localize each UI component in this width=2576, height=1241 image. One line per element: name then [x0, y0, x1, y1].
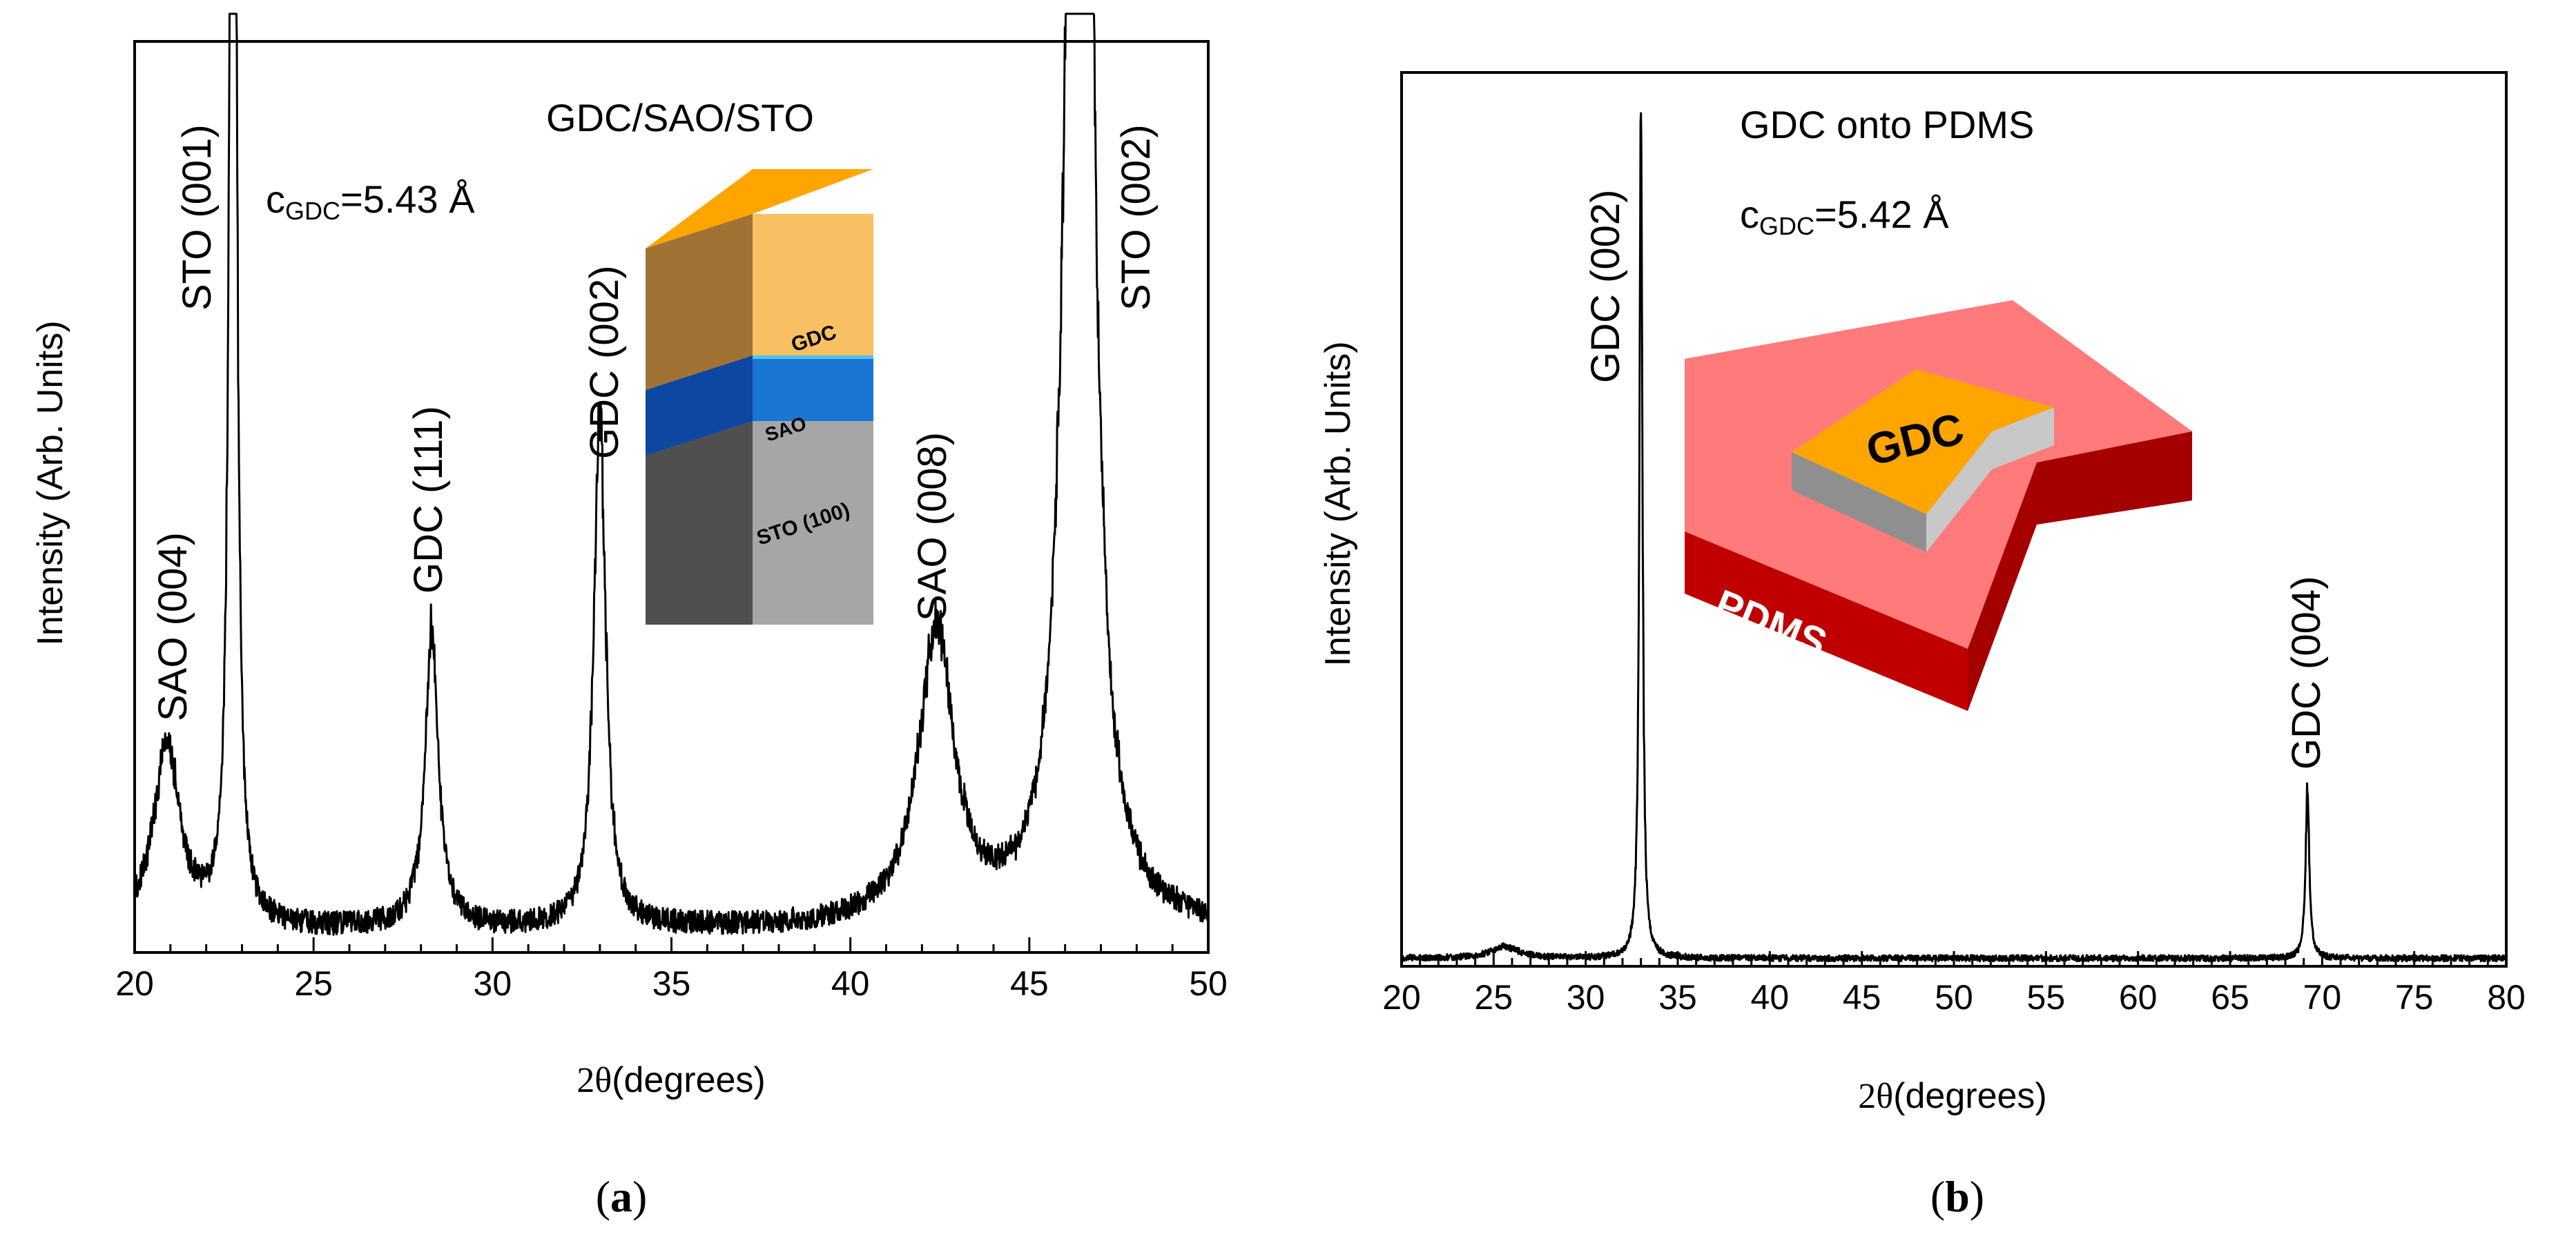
y-axis-title-b: Intensity (Arb. Units)	[1318, 341, 1358, 666]
x-tick-label: 35	[652, 964, 691, 1003]
peak-label-gdc-002-b: GDC (002)	[1583, 190, 1628, 383]
x-tick-label: 65	[2211, 978, 2249, 1017]
peak-label-sto-001: STO (001)	[175, 124, 220, 311]
x-tick-label: 55	[2027, 978, 2066, 1017]
x-tick-label: 80	[2487, 978, 2526, 1017]
x-tick-label: 70	[2303, 978, 2342, 1017]
axes-b: 20 25 30 35 40 45 50 55 60 65 70 75 80	[1382, 71, 2526, 1017]
gdc-film-side	[1926, 407, 2054, 552]
gdc-left-face-2	[646, 214, 753, 390]
gdc-front-face	[753, 214, 873, 355]
panel-a-title: GDC/SAO/STO	[546, 96, 814, 139]
panel-b: 20 25 30 35 40 45 50 55 60 65 70 75 80 GDC onto PDMS…	[1318, 71, 2526, 1221]
x-tick-label: 50	[1189, 964, 1228, 1003]
x-tick-label: 45	[1843, 978, 1881, 1017]
x-tick-label: 30	[1567, 978, 1605, 1017]
peak-label-sao-008: SAO (008)	[910, 432, 955, 621]
x-tick-label: 35	[1658, 978, 1697, 1017]
x-tick-label: 75	[2395, 978, 2434, 1017]
peak-labels-b: GDC (002) GDC (004)	[1583, 190, 2329, 770]
panel-label-a: (a)	[596, 1172, 648, 1221]
axes-a: 20 25 30 35 40 45 50	[115, 40, 1228, 1003]
film-on-pdms-inset: GDC PDMS	[1685, 300, 2192, 711]
x-tick-label: 45	[1010, 964, 1049, 1003]
y-axis-title-a: Intensity (Arb. Units)	[30, 320, 70, 645]
panel-a: 20 25 30 35 40 45 50 GDC/SAO/STO cGDC=5.43 Å I…	[30, 12, 1228, 1221]
x-tick-label: 40	[1751, 978, 1790, 1017]
gdc-top-face-visible	[646, 169, 873, 248]
gdc-film-top	[1792, 369, 2054, 514]
layer-stack-inset: GDC SAO STO (100)	[646, 169, 873, 625]
pdms-front-face	[1685, 531, 1968, 711]
sao-left-face	[646, 355, 753, 456]
peak-label-gdc-004: GDC (004)	[2284, 576, 2329, 770]
panel-b-title: GDC onto PDMS	[1740, 103, 2034, 146]
x-tick-label: 20	[1382, 978, 1421, 1017]
gdc-film-front	[1792, 452, 1926, 552]
sto-left-face	[646, 421, 753, 625]
panel-label-b: (b)	[1930, 1172, 1984, 1221]
x-axis-title-a: 2θ(degrees)	[577, 1060, 765, 1100]
x-axis-title-b: 2θ(degrees)	[1858, 1076, 2046, 1116]
x-tick-label: 60	[2119, 978, 2158, 1017]
x-tick-label: 20	[115, 964, 154, 1003]
x-tick-label: 50	[1935, 978, 1973, 1017]
sao-front-face	[753, 355, 873, 421]
x-tick-label: 30	[474, 964, 512, 1003]
x-tick-label: 25	[1475, 978, 1513, 1017]
x-tick-label: 25	[294, 964, 333, 1003]
peak-label-gdc-002-a: GDC (002)	[582, 266, 627, 459]
diffraction-trace-a	[135, 12, 1208, 936]
panel-b-lattice-param: cGDC=5.42 Å	[1740, 193, 1949, 240]
sto-front-face	[753, 421, 873, 625]
peak-label-gdc-111: GDC (111)	[406, 406, 451, 594]
pdms-side-face	[1968, 431, 2192, 711]
panel-a-lattice-param: cGDC=5.43 Å	[266, 177, 475, 225]
x-tick-label: 40	[831, 964, 870, 1003]
peak-label-sao-004: SAO (004)	[151, 532, 195, 721]
peak-labels-a: SAO (004) STO (001) GDC (111) GDC (002) …	[151, 124, 1159, 721]
peak-label-sto-002: STO (002)	[1114, 124, 1159, 311]
